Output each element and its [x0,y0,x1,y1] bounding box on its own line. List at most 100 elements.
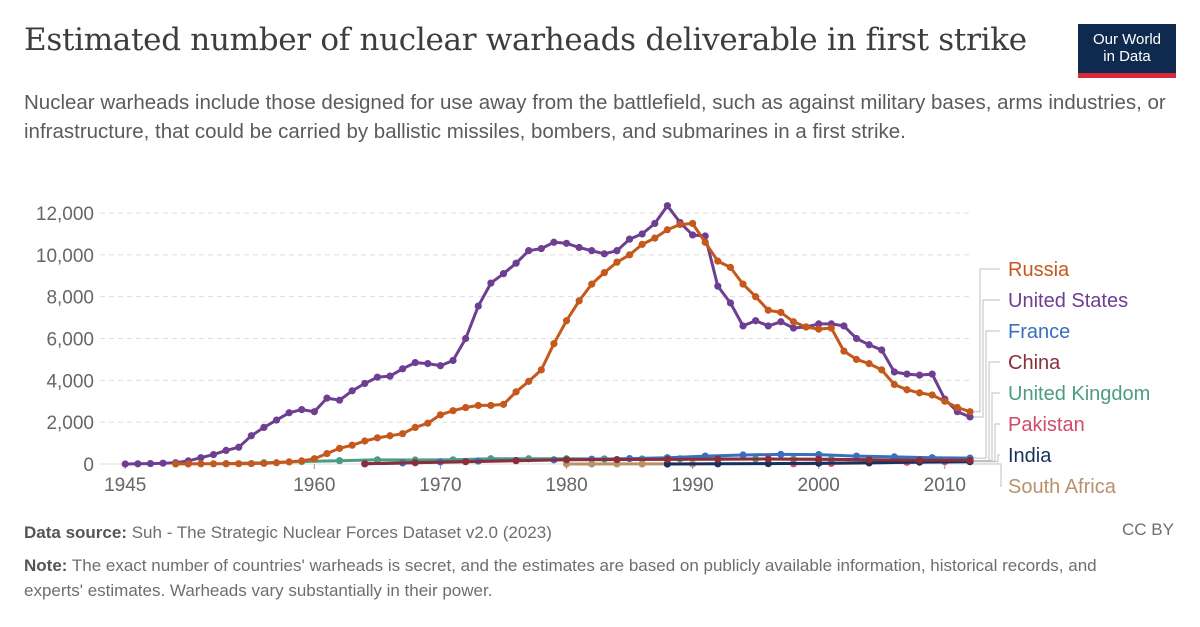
x-tick-label: 2000 [798,475,840,496]
data-point [701,238,709,246]
legend-item-pakistan[interactable]: Pakistan [1008,414,1085,436]
legend: Russia United States France China United Kin… [1008,259,1150,498]
data-point [953,403,961,412]
data-point [348,441,356,449]
data-point [752,317,760,325]
data-point [575,243,583,252]
data-point [588,460,596,468]
y-tick-label: 2,000 [46,413,94,434]
data-point [777,450,785,458]
data-point [172,460,180,468]
data-point [512,259,520,267]
data-point [550,340,558,348]
data-point [184,460,192,468]
license[interactable]: CC BY [1122,520,1174,539]
data-point [815,320,823,328]
data-point [575,297,583,305]
data-point [487,401,495,410]
legend-connector [973,330,1000,459]
data-point [903,370,911,378]
legend-item-france[interactable]: France [1008,321,1070,343]
data-point [764,306,772,314]
legend-connector [973,454,1000,463]
data-point [915,389,924,397]
data-point [411,423,419,431]
data-point [928,370,936,378]
legend-connector [973,392,1000,462]
chart-title: Estimated number of nuclear warheads del… [24,22,1027,58]
data-point [714,257,722,265]
logo-line-2: in Data [1103,48,1151,65]
data-point [663,202,671,210]
logo-line-1: Our World [1092,31,1162,48]
data-point [663,226,671,234]
data-point [525,247,533,255]
legend-item-russia[interactable]: Russia [1008,259,1070,281]
legend-item-united-kingdom[interactable]: United Kingdom [1008,383,1150,405]
data-point [247,432,255,440]
data-point [638,230,646,238]
data-point [386,432,394,440]
y-tick-label: 8,000 [46,288,94,309]
x-axis-ticks: 1945 1960 1970 1980 1990 2000 2010 [104,464,966,496]
data-point [411,459,419,467]
data-point [335,444,344,452]
note-text: The exact number of countries' warheads … [24,556,1097,600]
data-point [613,258,621,266]
data-point [399,365,407,373]
data-point [474,401,482,410]
data-point [852,334,861,343]
data-point [373,456,381,464]
data-point [764,322,772,330]
data-point [600,269,608,277]
legend-item-china[interactable]: China [1008,352,1061,374]
data-point [260,423,268,431]
y-tick-label: 6,000 [46,330,94,351]
legend-item-united-states[interactable]: United States [1008,290,1128,312]
data-point [121,460,129,468]
data-point [134,460,142,468]
data-point [638,460,646,468]
data-point [613,456,621,464]
data-point [865,360,873,368]
data-point [764,455,772,463]
legend-item-south-africa[interactable]: South Africa [1008,476,1117,498]
data-point [777,318,785,326]
data-point [890,368,898,376]
data-point [361,437,369,445]
data-point [726,299,735,307]
data-point [663,455,671,463]
series-russia [172,219,974,468]
data-point [739,322,747,330]
data-point [436,411,445,419]
data-point [272,459,281,467]
legend-item-india[interactable]: India [1008,445,1052,467]
x-tick-label: 1980 [545,475,587,496]
source-text[interactable]: Suh - The Strategic Nuclear Forces Datas… [131,523,552,542]
data-point [966,408,974,416]
data-point [310,455,318,463]
data-point [487,279,495,287]
data-point [272,416,281,424]
data-point [525,377,533,385]
data-point [852,355,861,364]
data-point [651,219,659,228]
owid-logo[interactable]: Our World in Data [1078,24,1176,78]
data-point [588,247,596,255]
data-point [361,379,369,388]
data-point [197,460,205,468]
data-point [562,456,571,464]
data-point [689,231,697,239]
data-point [499,400,508,408]
data-point [310,408,318,416]
data-point [890,380,898,389]
data-point [550,238,558,246]
y-axis-ticks: 0 2,000 4,000 6,000 8,000 10,000 12,000 [36,204,94,476]
data-point [512,457,520,465]
data-point [865,341,873,349]
data-point [499,270,508,278]
data-point [209,450,218,459]
data-point [739,280,747,288]
data-point [815,455,823,463]
